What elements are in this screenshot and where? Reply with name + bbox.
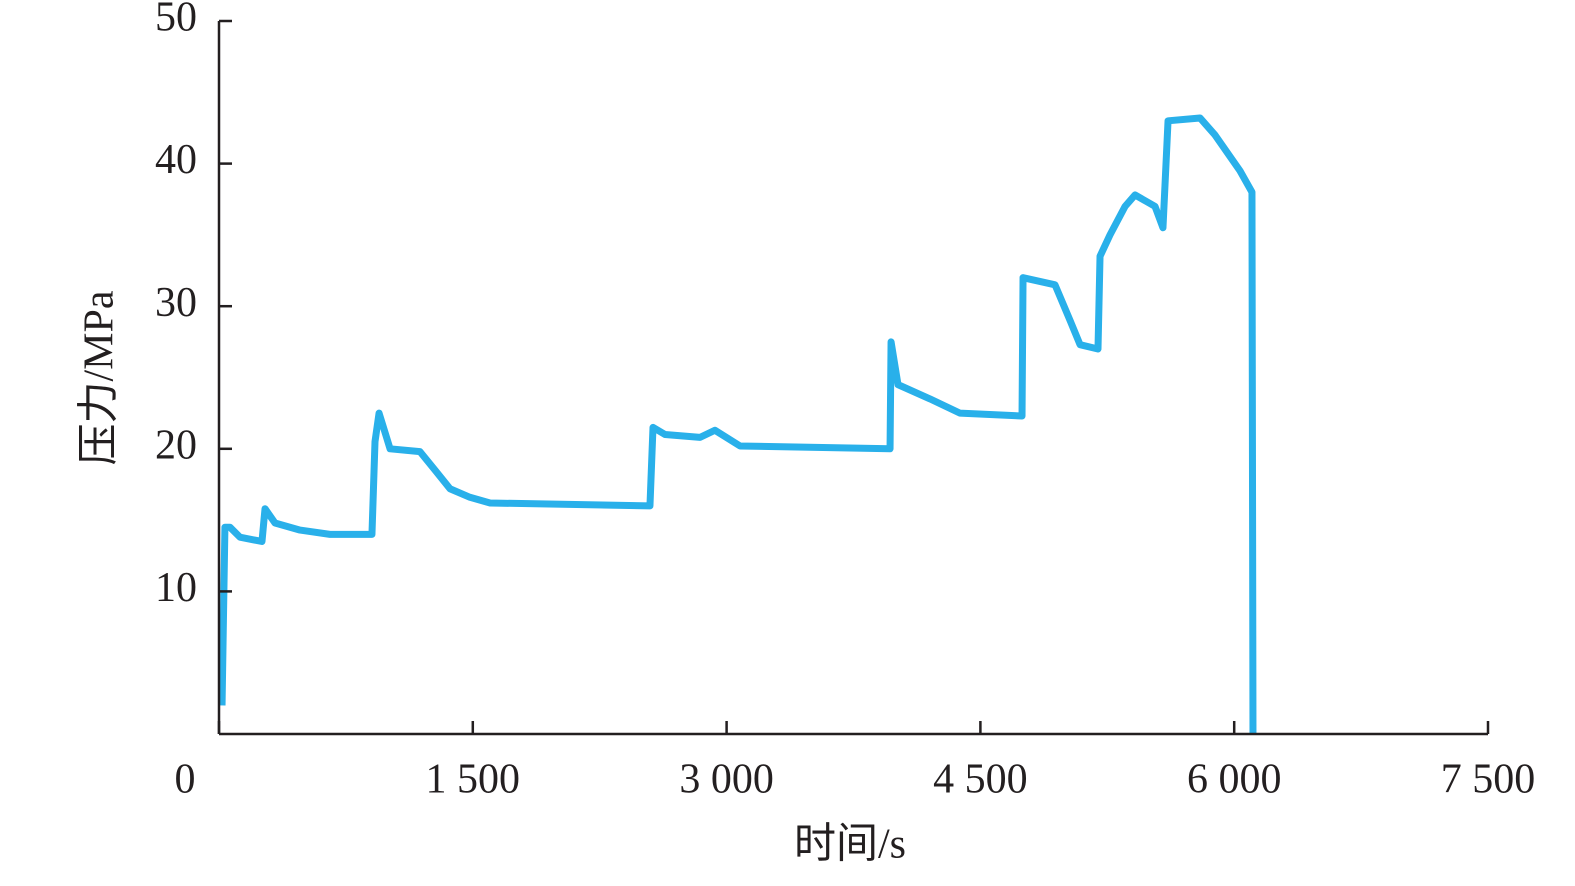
y-tick-label: 10 [155, 565, 197, 611]
y-tick-label: 50 [155, 0, 197, 41]
x-tick-label: 0 [175, 757, 196, 803]
x-tick-label: 7 500 [1441, 757, 1536, 803]
x-axis-label: 时间/s [794, 822, 906, 868]
data-line [218, 114, 1257, 735]
x-tick-label: 6 000 [1187, 757, 1282, 803]
x-tick-label: 3 000 [679, 757, 774, 803]
y-tick-label: 30 [155, 280, 197, 326]
x-tick-label: 4 500 [933, 757, 1028, 803]
x-tick-label: 1 500 [426, 757, 521, 803]
y-tick-label: 40 [155, 137, 197, 183]
y-tick-label: 20 [155, 422, 197, 468]
y-axis-label: 压力/MPa [77, 290, 123, 465]
